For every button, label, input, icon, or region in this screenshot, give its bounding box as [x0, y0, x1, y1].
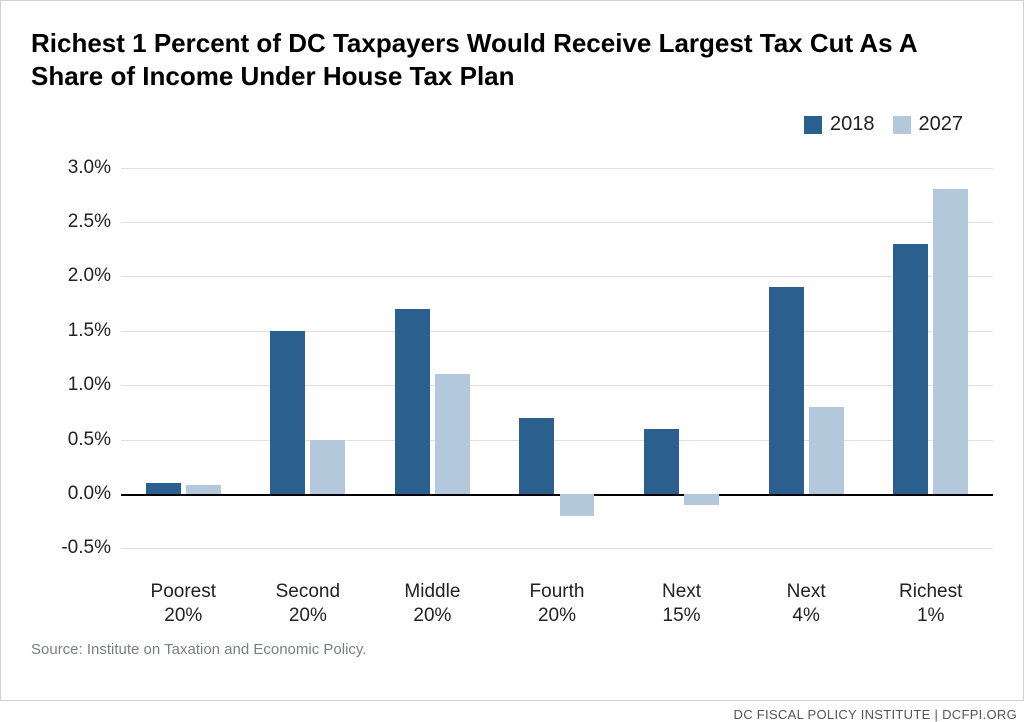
- legend-label: 2018: [830, 113, 875, 136]
- x-tick-label: Poorest 20%: [151, 570, 216, 628]
- x-tick-label: Richest 1%: [899, 570, 962, 628]
- bar: [186, 485, 221, 494]
- bar: [933, 189, 968, 493]
- legend-label: 2027: [919, 113, 964, 136]
- x-tick-label: Middle 20%: [404, 570, 460, 628]
- bar-group: [638, 146, 725, 570]
- bar: [809, 407, 844, 494]
- bar: [519, 418, 554, 494]
- x-tick-label: Fourth 20%: [530, 570, 585, 628]
- bar-group: [264, 146, 351, 570]
- bar: [395, 309, 430, 494]
- legend: 2018 2027: [804, 113, 963, 136]
- bar-group: [389, 146, 476, 570]
- x-tick-label: Second 20%: [276, 570, 340, 628]
- bar-group: [887, 146, 974, 570]
- x-tick-label: Next 15%: [662, 570, 701, 628]
- chart-container: Richest 1 Percent of DC Taxpayers Would …: [0, 0, 1024, 701]
- bar: [560, 494, 595, 516]
- bar-group: [763, 146, 850, 570]
- legend-swatch-2027: [893, 116, 911, 134]
- bar: [310, 440, 345, 494]
- legend-item: 2018: [804, 113, 875, 136]
- source-text: Source: Institute on Taxation and Econom…: [31, 641, 366, 658]
- y-tick-label: 3.0%: [68, 157, 121, 179]
- legend-item: 2027: [893, 113, 964, 136]
- y-tick-label: 0.0%: [68, 483, 121, 505]
- bar: [435, 374, 470, 494]
- y-tick-label: 2.0%: [68, 265, 121, 287]
- bar: [644, 429, 679, 494]
- bars-layer: [121, 146, 993, 570]
- bar: [270, 331, 305, 494]
- bar: [146, 483, 181, 494]
- y-tick-label: 2.5%: [68, 211, 121, 233]
- y-tick-label: 1.0%: [68, 374, 121, 396]
- y-tick-label: -0.5%: [61, 537, 121, 559]
- bar: [893, 244, 928, 494]
- x-tick-label: Next 4%: [787, 570, 826, 628]
- bar: [684, 494, 719, 505]
- y-tick-label: 0.5%: [68, 429, 121, 451]
- bar-group: [513, 146, 600, 570]
- legend-swatch-2018: [804, 116, 822, 134]
- y-tick-label: 1.5%: [68, 320, 121, 342]
- bar-group: [140, 146, 227, 570]
- plot-region: Poorest 20%Second 20%Middle 20%Fourth 20…: [121, 146, 993, 570]
- chart-title: Richest 1 Percent of DC Taxpayers Would …: [1, 1, 1023, 102]
- bar: [769, 287, 804, 494]
- footer-text: DC FISCAL POLICY INSTITUTE | DCFPI.ORG: [734, 707, 1017, 722]
